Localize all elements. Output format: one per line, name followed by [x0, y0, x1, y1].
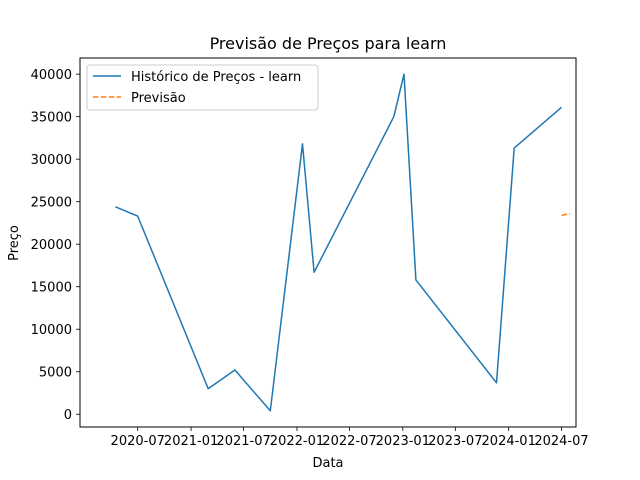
legend: Histórico de Preços - learn Previsão [86, 64, 319, 111]
y-tick-label: 5000 [39, 366, 72, 381]
y-axis: 0 5000 10000 15000 20000 25000 30000 35000 40000 [31, 68, 80, 423]
legend-box [86, 64, 319, 111]
series-line-1 [561, 212, 571, 217]
y-tick-label: 35000 [31, 111, 72, 126]
y-tick-label: 20000 [31, 238, 72, 253]
y-tick-label: 40000 [31, 68, 72, 83]
x-tick-label: 2020-07 [111, 434, 165, 449]
plot-lines [115, 73, 571, 412]
y-axis-label: Preço [7, 225, 22, 261]
x-axis-label: Data [312, 456, 343, 471]
x-tick-label: 2023-07 [428, 434, 482, 449]
y-tick-label: 15000 [31, 281, 72, 296]
x-tick-label: 2022-07 [322, 434, 376, 449]
y-tick-label: 25000 [31, 196, 72, 211]
legend-label-history: Histórico de Preços - learn [131, 70, 301, 85]
legend-label-forecast: Previsão [131, 91, 186, 106]
x-tick-label: 2021-07 [216, 434, 270, 449]
x-tick-label: 2022-01 [270, 434, 324, 449]
x-tick-label: 2024-01 [482, 434, 536, 449]
series-line-0 [115, 73, 562, 412]
x-tick-label: 2023-01 [376, 434, 430, 449]
y-tick-label: 0 [64, 408, 72, 423]
y-tick-label: 10000 [31, 323, 72, 338]
plot-frame [79, 57, 577, 428]
chart-title: Previsão de Preços para learn [210, 34, 447, 53]
x-tick-label: 2024-07 [534, 434, 588, 449]
x-tick-label: 2021-01 [164, 434, 218, 449]
y-tick-label: 30000 [31, 153, 72, 168]
